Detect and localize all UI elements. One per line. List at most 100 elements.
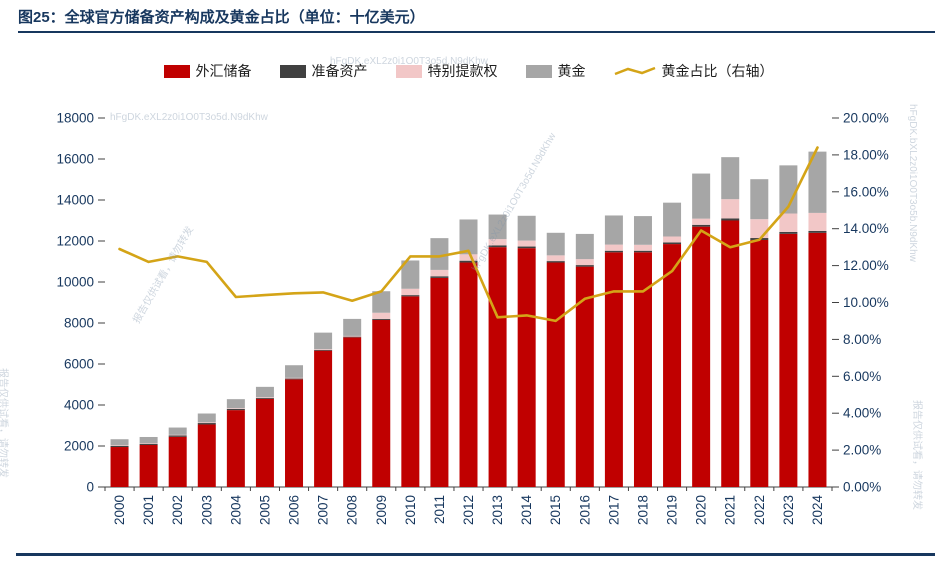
year-label: 2005 bbox=[257, 495, 272, 525]
year-label: 2018 bbox=[635, 495, 650, 525]
bar-segment-sdr bbox=[808, 212, 827, 231]
legend-item-gold: 黄金 bbox=[525, 61, 586, 81]
bar-segment-fx bbox=[197, 424, 216, 487]
year-label: 2023 bbox=[781, 495, 796, 525]
bar-segment-gold bbox=[575, 233, 594, 260]
bar-segment-reserve_position bbox=[633, 250, 652, 253]
bar-segment-gold bbox=[110, 439, 129, 446]
year-label: 2001 bbox=[141, 495, 156, 525]
legend-swatch-reserve_position bbox=[279, 64, 306, 78]
bar-segment-reserve_position bbox=[372, 318, 391, 320]
year-label: 2008 bbox=[345, 495, 360, 525]
legend-swatch-gold bbox=[525, 64, 552, 78]
bar-segment-gold bbox=[226, 399, 245, 409]
bar-segment-fx bbox=[285, 379, 304, 487]
year-label: 2010 bbox=[403, 495, 418, 525]
right-axis-label: 8.00% bbox=[843, 332, 881, 347]
bar-segment-gold bbox=[692, 173, 711, 219]
year-label: 2019 bbox=[665, 495, 680, 525]
bar-segment-reserve_position bbox=[343, 336, 362, 338]
bar-segment-reserve_position bbox=[779, 231, 798, 234]
legend-label: 准备资产 bbox=[311, 63, 368, 79]
right-axis-label: 16.00% bbox=[843, 184, 889, 199]
legend-item-gold_share: 黄金占比（右轴） bbox=[614, 61, 774, 81]
bar-segment-sdr bbox=[197, 422, 216, 424]
legend-line-swatch bbox=[614, 66, 655, 76]
bar-segment-reserve_position bbox=[226, 408, 245, 411]
legend-label: 黄金 bbox=[557, 63, 586, 79]
left-axis-label: 14000 bbox=[56, 193, 94, 208]
bar-segment-sdr bbox=[575, 259, 594, 266]
left-axis-label: 10000 bbox=[56, 275, 94, 290]
bar-segment-gold bbox=[314, 332, 333, 350]
chart-legend: 外汇储备 准备资产 特别提款权 黄金 黄金占比（右轴） bbox=[0, 61, 937, 81]
year-label: 2020 bbox=[694, 495, 709, 525]
bar-segment-reserve_position bbox=[401, 295, 420, 297]
right-axis-label: 14.00% bbox=[843, 221, 889, 236]
legend-item-fx: 外汇储备 bbox=[163, 61, 252, 81]
right-axis-label: 0.00% bbox=[843, 480, 881, 495]
bar-segment-gold bbox=[546, 232, 565, 256]
bar-segment-gold bbox=[663, 202, 682, 237]
bar-segment-reserve_position bbox=[197, 423, 216, 425]
bar-segment-gold bbox=[343, 318, 362, 336]
bar-segment-sdr bbox=[343, 335, 362, 337]
bar-segment-fx bbox=[546, 262, 565, 487]
bar-segment-fx bbox=[517, 248, 536, 487]
bar-segment-fx bbox=[808, 232, 827, 487]
bar-segment-gold bbox=[255, 386, 274, 398]
bar-segment-reserve_position bbox=[168, 435, 187, 437]
year-label: 2013 bbox=[490, 495, 505, 525]
bar-segment-gold bbox=[459, 219, 478, 255]
year-label: 2012 bbox=[461, 495, 476, 525]
year-label: 2007 bbox=[316, 495, 331, 525]
bar-segment-fx bbox=[750, 239, 769, 487]
bar-segment-reserve_position bbox=[663, 242, 682, 245]
gold-share-line bbox=[118, 146, 819, 323]
year-label: 2024 bbox=[810, 495, 825, 526]
bar-segment-gold bbox=[750, 179, 769, 220]
chart-title: 图25：全球官方储备资产构成及黄金占比（单位：十亿美元） bbox=[18, 9, 425, 26]
bar-segment-fx bbox=[721, 220, 740, 487]
bar-segment-fx bbox=[430, 277, 449, 487]
bar-segment-reserve_position bbox=[546, 261, 565, 263]
bar-segment-gold bbox=[401, 260, 420, 289]
right-axis-label: 6.00% bbox=[843, 369, 881, 384]
bar-segment-reserve_position bbox=[721, 218, 740, 221]
bar-segment-gold bbox=[430, 238, 449, 270]
year-label: 2009 bbox=[374, 495, 389, 525]
bar-segment-sdr bbox=[401, 288, 420, 296]
right-axis-label: 18.00% bbox=[843, 147, 889, 162]
legend-swatch-sdr bbox=[395, 64, 422, 78]
bar-segment-fx bbox=[110, 447, 129, 487]
left-axis-label: 8000 bbox=[64, 316, 94, 331]
right-axis-label: 10.00% bbox=[843, 295, 889, 310]
bar-segment-sdr bbox=[488, 239, 507, 246]
bar-segment-reserve_position bbox=[314, 349, 333, 351]
bar-segment-sdr bbox=[372, 312, 391, 319]
legend-label: 黄金占比（右轴） bbox=[661, 63, 774, 79]
left-axis-label: 2000 bbox=[64, 439, 94, 454]
bar-segment-fx bbox=[255, 398, 274, 487]
left-axis-label: 16000 bbox=[56, 152, 94, 167]
left-axis-label: 12000 bbox=[56, 234, 94, 249]
legend-label: 特别提款权 bbox=[427, 63, 498, 79]
bar-segment-gold bbox=[808, 151, 827, 213]
bar-segment-sdr bbox=[750, 219, 769, 239]
bar-segment-reserve_position bbox=[808, 230, 827, 233]
bar-segment-fx bbox=[575, 266, 594, 487]
footer-divider bbox=[16, 553, 935, 556]
bar-segment-gold bbox=[285, 365, 304, 378]
left-axis-label: 6000 bbox=[64, 357, 94, 372]
right-axis-label: 4.00% bbox=[843, 406, 881, 421]
bar-segment-reserve_position bbox=[488, 245, 507, 248]
bar-segment-fx bbox=[459, 262, 478, 487]
bar-segment-sdr bbox=[721, 199, 740, 219]
year-label: 2002 bbox=[170, 495, 185, 525]
bar-segment-fx bbox=[401, 296, 420, 487]
year-label: 2006 bbox=[287, 495, 302, 525]
bar-segment-reserve_position bbox=[604, 250, 623, 253]
year-label: 2011 bbox=[432, 495, 447, 524]
year-label: 2022 bbox=[752, 495, 767, 525]
bar-segment-fx bbox=[314, 350, 333, 487]
